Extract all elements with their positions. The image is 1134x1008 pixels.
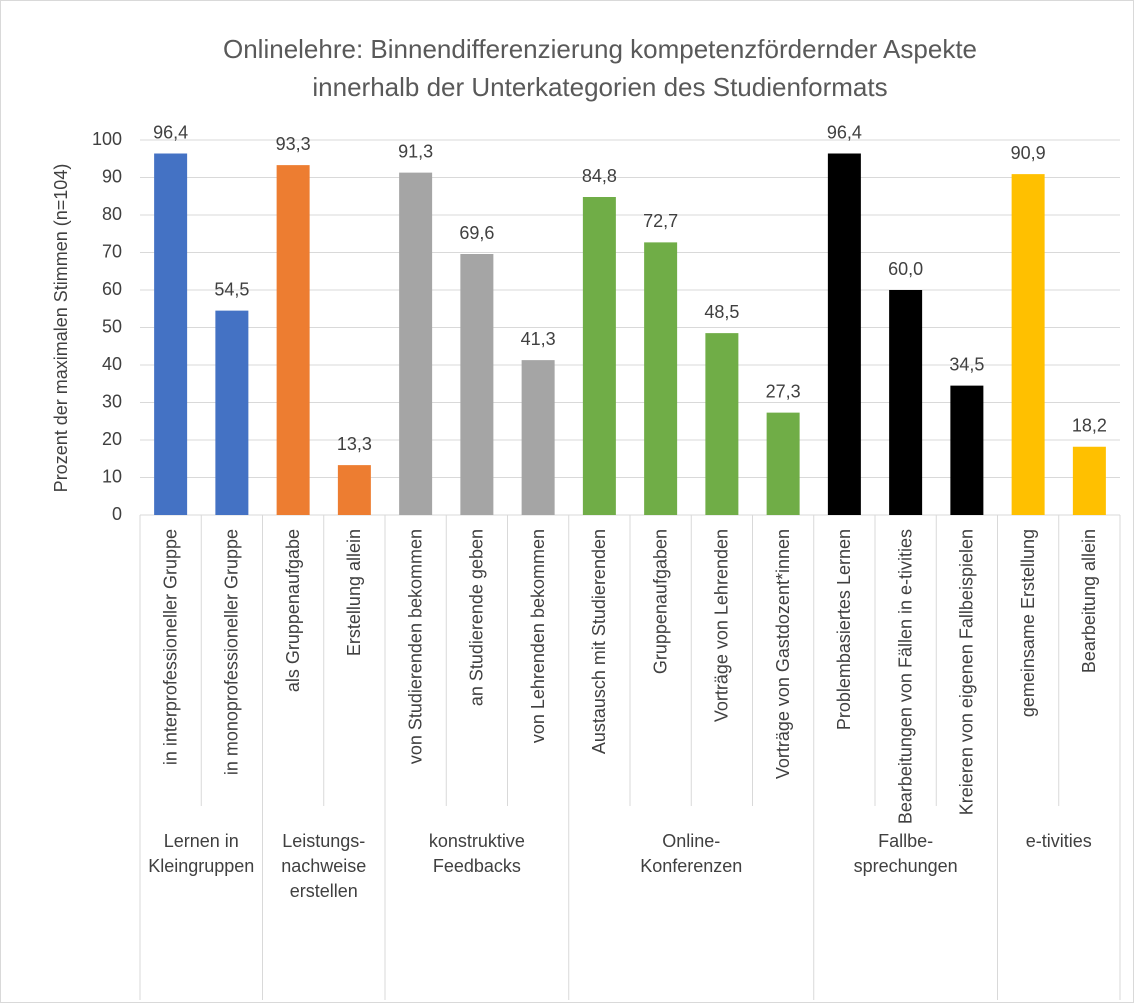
data-label: 84,8 bbox=[582, 166, 617, 186]
data-label: 34,5 bbox=[949, 354, 984, 374]
x-tick-label: von Studierenden bekommen bbox=[405, 529, 425, 764]
group-label: Fallbe- bbox=[878, 831, 933, 851]
y-tick-label: 30 bbox=[102, 391, 122, 411]
bar bbox=[766, 412, 800, 515]
data-label: 72,7 bbox=[643, 211, 678, 231]
y-tick-label: 70 bbox=[102, 241, 122, 261]
bar bbox=[154, 153, 188, 515]
group-label: e-tivities bbox=[1026, 831, 1092, 851]
data-label: 96,4 bbox=[153, 122, 188, 142]
x-tick-label: als Gruppenaufgabe bbox=[283, 529, 303, 692]
bar bbox=[521, 360, 555, 515]
bar bbox=[460, 254, 494, 515]
bar bbox=[1011, 174, 1045, 515]
data-label: 96,4 bbox=[827, 122, 862, 142]
x-tick-label: Gruppenaufgaben bbox=[650, 529, 670, 674]
data-label: 60,0 bbox=[888, 259, 923, 279]
group-label: konstruktive bbox=[429, 831, 525, 851]
chart-title: Onlinelehre: Binnendifferenzierung kompe… bbox=[223, 34, 977, 64]
bar bbox=[950, 385, 984, 515]
x-tick-label: gemeinsame Erstellung bbox=[1018, 529, 1038, 717]
y-tick-label: 40 bbox=[102, 354, 122, 374]
bar bbox=[1072, 446, 1106, 515]
bar bbox=[644, 242, 678, 515]
bar bbox=[337, 465, 371, 515]
x-tick-label: Vorträge von Lehrenden bbox=[712, 529, 732, 722]
x-tick-label: an Studierende geben bbox=[467, 529, 487, 706]
data-label: 27,3 bbox=[766, 381, 801, 401]
x-tick-label: Kreieren von eigenen Fallbeispielen bbox=[957, 529, 977, 815]
y-tick-label: 90 bbox=[102, 166, 122, 186]
y-tick-label: 10 bbox=[102, 466, 122, 486]
bar bbox=[582, 197, 616, 515]
bar bbox=[827, 153, 861, 515]
data-label: 90,9 bbox=[1011, 143, 1046, 163]
group-label: Konferenzen bbox=[640, 856, 742, 876]
group-label: nachweise bbox=[281, 856, 366, 876]
y-axis-label: Prozent der maximalen Stimmen (n=104) bbox=[51, 164, 71, 493]
y-tick-label: 20 bbox=[102, 429, 122, 449]
bar bbox=[276, 165, 310, 515]
y-tick-label: 50 bbox=[102, 316, 122, 336]
y-tick-label: 0 bbox=[112, 504, 122, 524]
data-label: 69,6 bbox=[459, 223, 494, 243]
x-tick-label: Erstellung allein bbox=[344, 529, 364, 656]
data-label: 54,5 bbox=[214, 279, 249, 299]
y-tick-label: 100 bbox=[92, 129, 122, 149]
x-tick-label: von Lehrenden bekommen bbox=[528, 529, 548, 743]
x-tick-label: in monoprofessioneller Gruppe bbox=[222, 529, 242, 775]
bar bbox=[399, 172, 433, 515]
data-label: 93,3 bbox=[276, 134, 311, 154]
chart-title: innerhalb der Unterkategorien des Studie… bbox=[312, 72, 887, 102]
x-tick-label: Bearbeitungen von Fällen in e-tivities bbox=[895, 529, 915, 824]
x-tick-label: Bearbeitung allein bbox=[1079, 529, 1099, 673]
data-label: 18,2 bbox=[1072, 416, 1107, 436]
bar bbox=[889, 290, 923, 515]
x-tick-label: Vorträge von Gastdozent*innen bbox=[773, 529, 793, 779]
data-label: 48,5 bbox=[704, 302, 739, 322]
x-tick-label: in interprofessioneller Gruppe bbox=[160, 529, 180, 765]
group-label: erstellen bbox=[290, 881, 358, 901]
group-label: Kleingruppen bbox=[148, 856, 254, 876]
x-tick-label: Problembasiertes Lernen bbox=[834, 529, 854, 730]
group-label: sprechungen bbox=[854, 856, 958, 876]
data-label: 41,3 bbox=[521, 329, 556, 349]
data-label: 13,3 bbox=[337, 434, 372, 454]
group-label: Leistungs- bbox=[282, 831, 365, 851]
y-tick-label: 60 bbox=[102, 279, 122, 299]
y-tick-label: 80 bbox=[102, 204, 122, 224]
data-label: 91,3 bbox=[398, 141, 433, 161]
x-tick-label: Austausch mit Studierenden bbox=[589, 529, 609, 754]
group-label: Online- bbox=[662, 831, 720, 851]
group-label: Feedbacks bbox=[433, 856, 521, 876]
bar bbox=[215, 310, 249, 515]
bar bbox=[705, 333, 739, 515]
group-label: Lernen in bbox=[164, 831, 239, 851]
